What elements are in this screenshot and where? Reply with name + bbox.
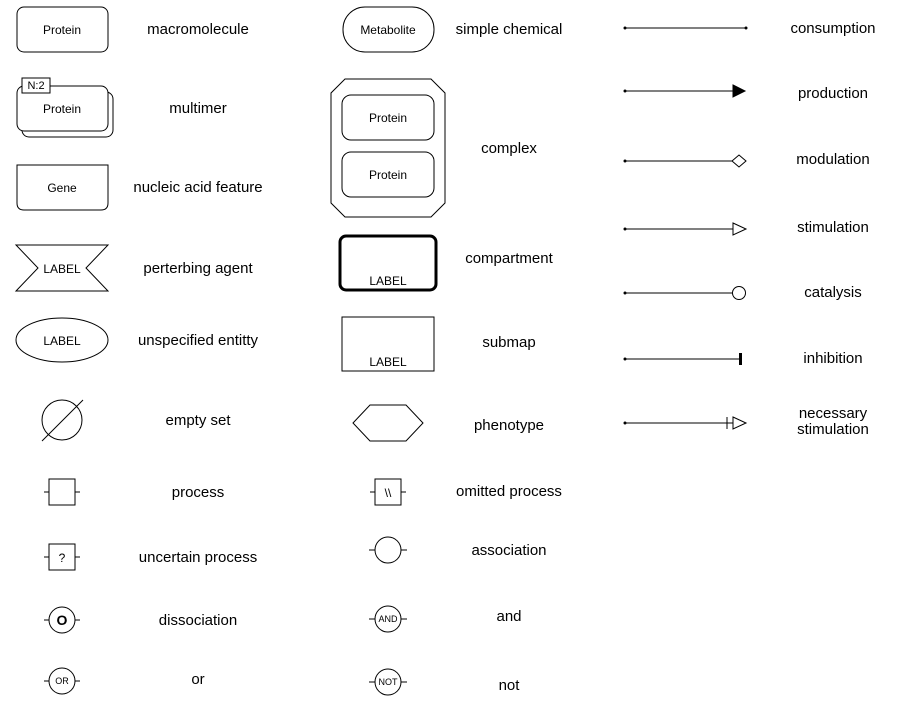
macromolecule-glyph: Protein [16, 6, 109, 53]
modulation-arc [623, 154, 747, 168]
macromolecule-glyph-text: Protein [43, 23, 81, 37]
complex-glyph: Protein Protein [330, 78, 446, 218]
submap-glyph: LABEL [341, 316, 435, 372]
complex-member-1 [341, 94, 435, 141]
and-glyph-text: AND [378, 614, 398, 624]
omitted-process-glyph: \\ [370, 478, 406, 506]
or-glyph: OR [44, 667, 80, 695]
empty-set-glyph [41, 399, 84, 442]
label-compartment: compartment [465, 250, 553, 267]
label-multimer: multimer [169, 100, 227, 117]
process-glyph [44, 478, 80, 506]
uncertain-process-glyph: ? [44, 543, 80, 571]
label-empty-set: empty set [165, 412, 231, 429]
label-uncertain-process: uncertain process [139, 549, 257, 566]
label-association: association [471, 542, 546, 559]
label-necessary-stimulation-line1: necessary [799, 405, 868, 422]
label-stimulation: stimulation [797, 219, 869, 236]
label-process: process [172, 484, 225, 501]
complex-member-2 [341, 151, 435, 198]
label-macromolecule: macromolecule [147, 21, 249, 38]
dissociation-glyph: O [44, 606, 80, 634]
submap-glyph-text: LABEL [369, 355, 407, 369]
label-catalysis: catalysis [804, 284, 862, 301]
label-unspecified-entity: unspecified entitty [138, 332, 259, 349]
label-and: and [496, 608, 521, 625]
complex-member-2-text: Protein [369, 168, 407, 182]
uncertain-glyph-text: ? [59, 551, 66, 565]
production-arc [623, 84, 747, 98]
label-modulation: modulation [796, 151, 869, 168]
label-necessary-stimulation-line2: stimulation [797, 421, 869, 438]
gene-glyph-text: Gene [47, 181, 77, 195]
stimulation-arc [623, 222, 748, 236]
complex-member-1-text: Protein [369, 111, 407, 125]
perturbing-agent-glyph: LABEL [14, 244, 110, 292]
multimer-badge [21, 77, 51, 94]
unspecified-glyph-text: LABEL [43, 334, 81, 348]
multimer-badge-text: N:2 [27, 80, 44, 92]
omitted-glyph-text: \\ [385, 486, 392, 500]
multimer-glyph: Protein N:2 [16, 77, 114, 138]
label-perturbing-agent: perterbing agent [143, 260, 253, 277]
compartment-glyph: LABEL [338, 234, 438, 292]
phenotype-glyph [352, 404, 424, 442]
necessary-stimulation-arc [623, 416, 748, 430]
or-glyph-text: OR [55, 676, 69, 686]
unspecified-entity-glyph: LABEL [15, 317, 109, 363]
label-nucleic-acid-feature: nucleic acid feature [133, 179, 262, 196]
label-phenotype: phenotype [474, 417, 544, 434]
not-glyph-text: NOT [379, 677, 399, 687]
not-glyph: NOT [369, 668, 407, 696]
simple-chemical-glyph: Metabolite [342, 6, 435, 53]
consumption-arc [623, 26, 748, 30]
label-or: or [191, 671, 204, 688]
metabolite-glyph-text: Metabolite [360, 23, 416, 37]
inhibition-arc [623, 353, 742, 365]
label-inhibition: inhibition [803, 350, 862, 367]
and-glyph: AND [369, 605, 407, 633]
label-submap: submap [482, 334, 535, 351]
label-omitted-process: omitted process [456, 483, 562, 500]
dissociation-glyph-text: O [57, 612, 68, 628]
multimer-glyph-text: Protein [43, 102, 81, 116]
label-production: production [798, 85, 868, 102]
nucleic-acid-feature-glyph: Gene [16, 164, 109, 211]
label-dissociation: dissociation [159, 612, 237, 629]
compartment-glyph-text: LABEL [369, 274, 407, 288]
label-complex: complex [481, 140, 537, 157]
label-not: not [499, 677, 521, 694]
catalysis-arc [623, 286, 746, 300]
label-consumption: consumption [790, 20, 875, 37]
association-glyph [369, 536, 407, 564]
label-simple-chemical: simple chemical [456, 21, 563, 38]
perturbing-glyph-text: LABEL [43, 262, 81, 276]
